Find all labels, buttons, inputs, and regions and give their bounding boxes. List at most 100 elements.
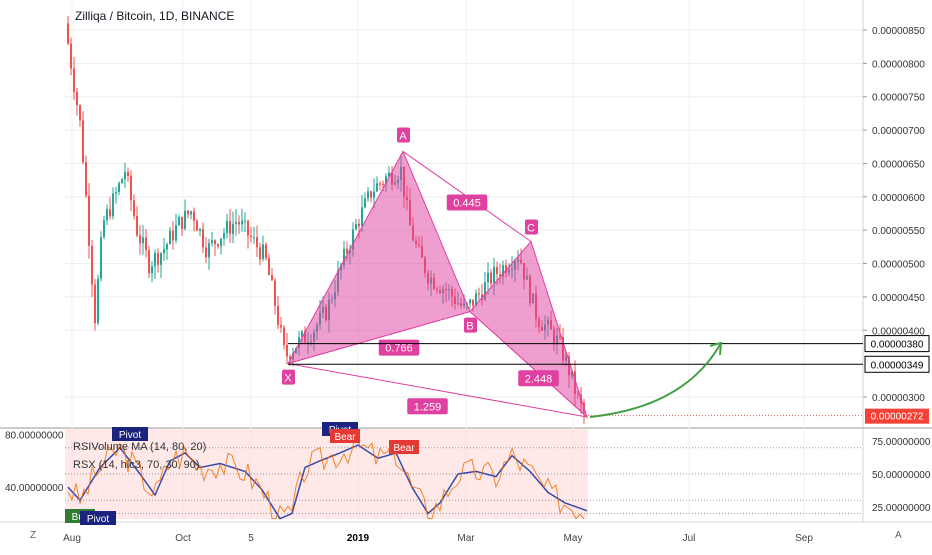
footer-right-label[interactable]: A [895, 530, 902, 541]
candle-body [274, 280, 276, 306]
y-tick-label: 0.00000800 [872, 59, 925, 70]
y-tick-label: 0.00000600 [872, 193, 925, 204]
candle-body [355, 223, 357, 230]
candle-body [136, 216, 138, 236]
candle-body [256, 237, 258, 248]
price-tag-box [864, 335, 930, 353]
indicator-right-tick: 75.00000000 [872, 437, 931, 448]
pattern-line-xd [287, 363, 588, 418]
y-tick-label: 0.00000500 [872, 260, 925, 271]
ratio-badge [446, 194, 488, 211]
candle-body [142, 237, 144, 244]
candle-body [361, 207, 363, 227]
indicator-right-tick: 25.00000000 [872, 503, 931, 514]
candle-body [343, 248, 345, 265]
rsx-line [67, 444, 588, 520]
candle-body [205, 247, 207, 258]
pattern-line-xb [287, 311, 471, 365]
footer-left-label[interactable]: Z [30, 530, 37, 541]
x-tick-label: Oct [175, 533, 191, 544]
candle-body [376, 183, 378, 192]
pattern-point-label: A [399, 130, 407, 142]
candle-body [130, 176, 132, 201]
candle-body [175, 225, 177, 241]
y-tick-label: 0.00000300 [872, 393, 925, 404]
y-tick-label: 0.00000850 [872, 26, 925, 37]
ratio-badge [407, 398, 448, 415]
candle-body [379, 183, 381, 185]
candle-body [124, 171, 126, 180]
candle-body [283, 327, 285, 345]
ratio-badge [518, 370, 559, 387]
price-tag-box [865, 408, 929, 424]
ratio-label: 1.259 [414, 401, 442, 413]
candle-body [259, 247, 261, 260]
ratio-label: 0.766 [385, 343, 413, 355]
candle-body [94, 284, 96, 324]
candle-body [469, 299, 471, 304]
candle-body [286, 344, 288, 357]
y-tick-label: 0.00000450 [872, 293, 925, 304]
price-tag-label: 0.00000272 [871, 412, 924, 423]
candle-body [253, 237, 255, 239]
candle-body [121, 179, 123, 184]
candle-body [370, 191, 372, 198]
candle-body [247, 220, 249, 236]
signal-badge [389, 440, 419, 454]
y-tick-label: 0.00000400 [872, 326, 925, 337]
candle-body [82, 120, 84, 163]
pattern-triangle-xab [286, 150, 471, 365]
y-tick-label: 0.00000650 [872, 159, 925, 170]
candle-body [262, 244, 264, 260]
indicator-label-rsx: RSX (14, hlc3, 70, 30, 90) [73, 459, 200, 471]
candle-body [241, 220, 243, 225]
candle-body [208, 243, 210, 258]
pattern-point-badge [464, 317, 477, 333]
candle-body [301, 331, 303, 338]
candle-body [157, 253, 159, 265]
candle-body [133, 200, 135, 217]
candle-body [193, 211, 195, 221]
candle-body [217, 244, 219, 247]
candle-body [109, 209, 111, 217]
indicator-label-rsi-volume: RSIVolume MA (14, 80, 20) [73, 441, 207, 453]
candle-body [139, 235, 141, 244]
candle-body [487, 272, 489, 283]
candle-body [97, 278, 99, 324]
candle-body [88, 195, 90, 246]
candle-body [493, 266, 495, 284]
candle-body [238, 221, 240, 225]
candle-body [229, 220, 231, 234]
candle-body [484, 282, 486, 300]
candle-body [367, 191, 369, 199]
price-tag-label: 0.00000380 [871, 340, 924, 351]
candle-body [289, 356, 291, 360]
signal-label: Pivot [87, 514, 109, 525]
candle-body [79, 105, 81, 121]
x-tick-label: Sep [795, 533, 813, 544]
candle-body [478, 293, 480, 295]
signal-badge [112, 427, 148, 441]
candle-body [265, 244, 267, 258]
pattern-point-label: X [284, 373, 292, 385]
candle-body [178, 216, 180, 226]
candle-body [85, 162, 87, 196]
candle-body [115, 192, 117, 194]
candle-body [181, 216, 183, 229]
candle-body [385, 176, 387, 185]
projection-arrow [589, 342, 722, 418]
pattern-point-badge [282, 369, 295, 385]
candle-body [67, 23, 69, 44]
x-tick-label: Mar [457, 533, 475, 544]
candle-body [235, 221, 237, 224]
signal-badge [330, 429, 360, 443]
candle-body [244, 220, 246, 222]
candle-body [226, 220, 228, 233]
x-tick-label: Jul [683, 533, 696, 544]
pattern-line-bd [469, 311, 588, 418]
candle-body [118, 183, 120, 193]
chart-title: Zilliqa / Bitcoin, 1D, BINANCE [75, 9, 235, 23]
candle-body [223, 232, 225, 239]
candle-body [505, 265, 507, 273]
